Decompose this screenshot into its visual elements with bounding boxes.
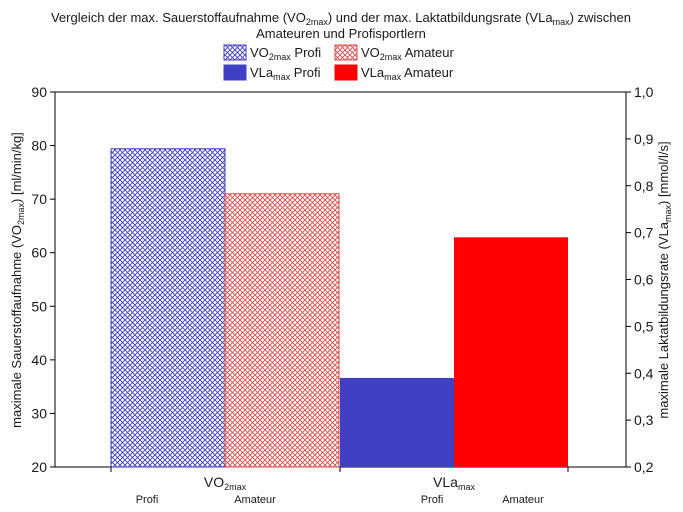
- group-label: Profi: [136, 494, 159, 506]
- right-axis: 0,2 0,3 0,4 0,5 0,6 0,7 0,8 0,9 1,0 maximale Lakt…: [626, 84, 673, 475]
- group-label: Amateur: [234, 494, 276, 506]
- left-tick-label: 60: [31, 245, 47, 261]
- x-axis: VO2max VLamax Profi Amateur Profi Amateur: [110, 467, 569, 506]
- right-tick-label: 0,7: [634, 225, 654, 241]
- left-tick-label: 70: [31, 191, 47, 207]
- left-tick-label: 80: [31, 138, 47, 154]
- chart-title: Vergleich der max. Sauerstoffaufnahme (V…: [51, 10, 631, 41]
- right-tick-label: 0,3: [634, 412, 654, 428]
- legend-label: VO2max Amateur: [361, 45, 455, 62]
- right-tick-label: 0,4: [634, 365, 654, 381]
- right-tick-label: 0,6: [634, 272, 654, 288]
- right-tick-label: 0,2: [634, 459, 654, 475]
- left-tick-label: 50: [31, 298, 47, 314]
- legend-label: VLamax Profi: [250, 65, 321, 82]
- bar: [224, 193, 340, 468]
- right-axis-title: maximale Laktatbildungsrate (VLamax) [mm…: [656, 141, 673, 418]
- left-tick-label: 20: [31, 459, 47, 475]
- right-tick-label: 0,5: [634, 318, 654, 334]
- group-label: Amateur: [502, 494, 544, 506]
- right-tick-label: 0,8: [634, 178, 654, 194]
- group-label: Profi: [421, 494, 444, 506]
- category-label: VO2max: [204, 474, 247, 492]
- bar: [454, 237, 568, 467]
- legend-item: VLamax Amateur: [334, 64, 454, 82]
- legend: VO2max Profi VO2max Amateur VLamax Profi VL…: [223, 44, 455, 82]
- title-line-1: Vergleich der max. Sauerstoffaufnahme (V…: [51, 10, 631, 27]
- legend-item: VO2max Profi: [223, 44, 321, 62]
- left-tick-label: 30: [31, 405, 47, 421]
- legend-item: VO2max Amateur: [334, 44, 455, 62]
- legend-swatch: [334, 64, 358, 81]
- legend-swatch: [223, 44, 247, 61]
- bar: [110, 148, 226, 468]
- category-label: VLamax: [433, 474, 475, 492]
- left-axis: 20 30 40 50 60 70 80 90 maximale Sauerstoffaufna…: [9, 84, 55, 475]
- title-line-2: Amateuren und Profisportlern: [256, 26, 426, 41]
- legend-label: VO2max Profi: [250, 45, 321, 62]
- left-tick-label: 90: [31, 84, 47, 100]
- legend-swatch: [334, 44, 358, 61]
- legend-item: VLamax Profi: [223, 64, 321, 82]
- right-tick-label: 1,0: [634, 84, 654, 100]
- legend-label: VLamax Amateur: [361, 65, 454, 82]
- legend-swatch: [223, 64, 247, 81]
- bars: [110, 148, 568, 468]
- left-tick-label: 40: [31, 352, 47, 368]
- bar: [340, 377, 454, 467]
- right-tick-label: 0,9: [634, 131, 654, 147]
- left-axis-title: maximale Sauerstoffaufnahme (VO2max) [ml…: [9, 132, 26, 428]
